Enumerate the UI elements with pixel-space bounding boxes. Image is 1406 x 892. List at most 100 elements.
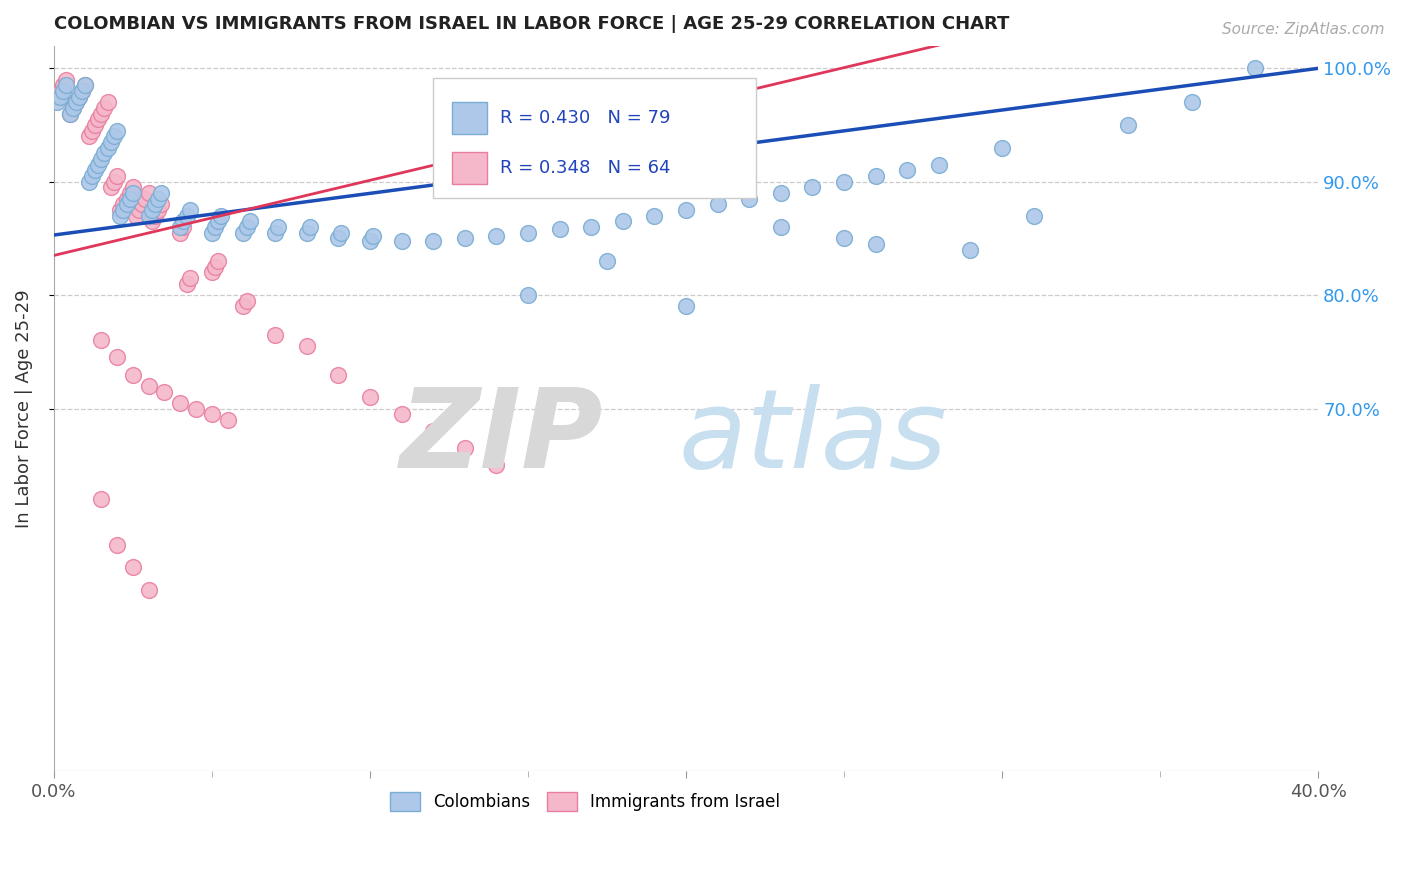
Point <box>201 226 224 240</box>
Point <box>65 95 87 110</box>
Point <box>675 203 697 218</box>
Point <box>330 226 353 240</box>
Point <box>112 203 135 218</box>
Point <box>75 78 97 93</box>
Point <box>176 209 198 223</box>
Point <box>328 368 350 382</box>
Point <box>93 101 115 115</box>
Point <box>516 226 538 240</box>
Point <box>105 351 128 365</box>
Point <box>548 222 571 236</box>
Point <box>1244 62 1267 76</box>
Point <box>103 175 125 189</box>
Point <box>77 129 100 144</box>
Point <box>235 293 257 308</box>
Point <box>264 226 287 240</box>
Point <box>138 209 160 223</box>
Point <box>865 169 887 183</box>
Point <box>75 78 97 93</box>
Point <box>179 271 201 285</box>
Point <box>87 112 110 127</box>
Point <box>207 254 229 268</box>
Point <box>80 169 103 183</box>
Point <box>84 163 107 178</box>
Point <box>991 141 1014 155</box>
Point <box>134 192 156 206</box>
Point <box>49 89 72 103</box>
Point <box>143 197 166 211</box>
Point <box>179 203 201 218</box>
Point <box>172 220 194 235</box>
Point <box>118 192 141 206</box>
Point <box>121 186 143 200</box>
Point <box>643 209 665 223</box>
Point <box>125 209 148 223</box>
Point <box>131 197 153 211</box>
Point <box>150 186 173 200</box>
Point <box>596 254 619 268</box>
Point <box>93 146 115 161</box>
Point <box>108 203 131 218</box>
Point <box>46 89 69 103</box>
Point <box>184 401 207 416</box>
Point <box>172 214 194 228</box>
Point <box>896 163 918 178</box>
Point <box>169 226 191 240</box>
Point <box>516 288 538 302</box>
Text: atlas: atlas <box>678 384 946 491</box>
Point <box>1181 95 1204 110</box>
Point <box>865 237 887 252</box>
Point <box>90 334 112 348</box>
Point <box>232 300 254 314</box>
Point <box>769 220 792 235</box>
Point <box>146 192 169 206</box>
Y-axis label: In Labor Force | Age 25-29: In Labor Force | Age 25-29 <box>15 289 32 528</box>
Point <box>121 180 143 194</box>
Point <box>769 186 792 200</box>
Point <box>359 390 381 404</box>
Point <box>454 441 477 455</box>
Point <box>143 209 166 223</box>
Point <box>232 226 254 240</box>
Point <box>90 106 112 120</box>
Text: COLOMBIAN VS IMMIGRANTS FROM ISRAEL IN LABOR FORCE | AGE 25-29 CORRELATION CHART: COLOMBIAN VS IMMIGRANTS FROM ISRAEL IN L… <box>53 15 1010 33</box>
Point <box>108 209 131 223</box>
Point <box>121 368 143 382</box>
Point <box>612 214 634 228</box>
Point <box>112 197 135 211</box>
Point <box>738 192 761 206</box>
Point <box>138 379 160 393</box>
Text: ZIP: ZIP <box>401 384 603 491</box>
Point <box>55 78 77 93</box>
Point <box>84 118 107 132</box>
Point <box>422 234 444 248</box>
Point <box>103 129 125 144</box>
Point <box>391 407 413 421</box>
Point <box>422 424 444 438</box>
Point <box>153 384 176 399</box>
Point <box>138 186 160 200</box>
Point <box>579 220 602 235</box>
Point <box>72 84 94 98</box>
Point <box>361 229 384 244</box>
Text: R = 0.430   N = 79: R = 0.430 N = 79 <box>501 109 671 127</box>
Point <box>90 152 112 166</box>
Point <box>176 277 198 291</box>
Point <box>959 243 981 257</box>
Point <box>209 209 232 223</box>
Point <box>115 197 138 211</box>
Point <box>141 203 163 218</box>
Point <box>204 260 226 274</box>
Point <box>832 175 855 189</box>
Bar <box>451 102 488 134</box>
Point <box>150 197 173 211</box>
Point <box>201 265 224 279</box>
Point <box>118 186 141 200</box>
Point <box>235 220 257 235</box>
Point <box>706 197 728 211</box>
Point <box>55 72 77 87</box>
Point <box>105 124 128 138</box>
Point <box>169 396 191 410</box>
Point <box>62 101 84 115</box>
Point <box>49 84 72 98</box>
